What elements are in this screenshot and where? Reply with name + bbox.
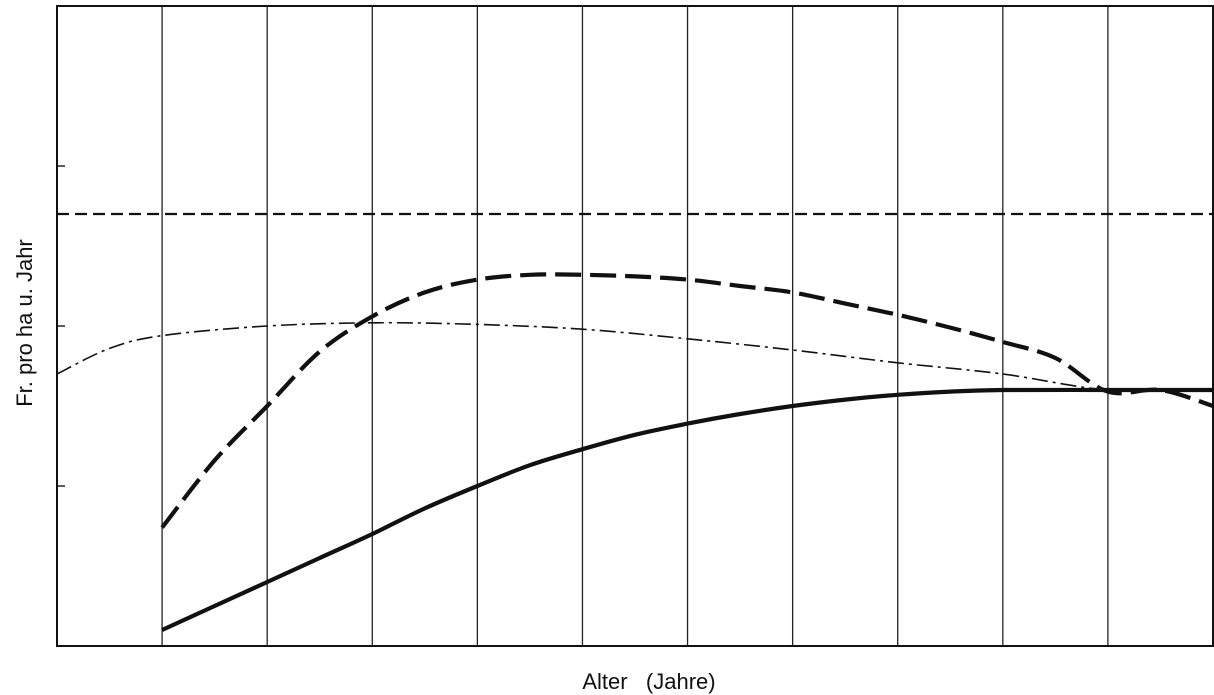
long-dash-curve — [160, 272, 1214, 529]
plot-frame — [56, 5, 1214, 647]
series-lines — [56, 212, 1214, 632]
y-axis-ticks — [57, 165, 65, 487]
x-axis-label: Alter (Jahre) — [582, 669, 715, 694]
solid-curve — [161, 387, 1213, 632]
grid-lines — [161, 6, 1109, 646]
y-axis-label: Fr. pro ha u. Jahr — [12, 239, 37, 407]
dash-dot-curve — [56, 321, 1214, 392]
